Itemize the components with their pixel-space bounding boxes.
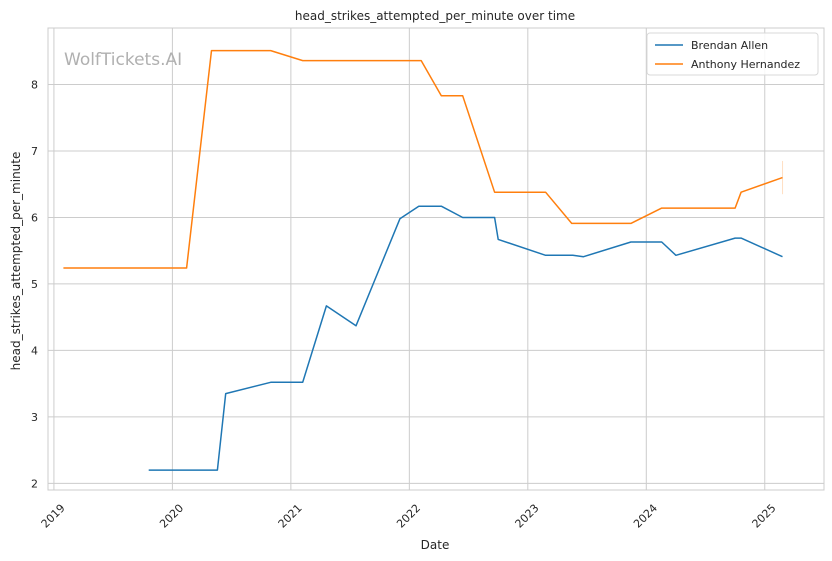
y-tick-label: 5 — [31, 278, 38, 291]
y-tick-label: 7 — [31, 145, 38, 158]
series-line-anthony-hernandez — [63, 49, 783, 269]
x-axis-label: Date — [421, 538, 450, 552]
y-axis-ticks: 2 3 4 5 6 7 8 — [31, 79, 38, 491]
watermark-text: WolfTickets.AI — [64, 50, 182, 70]
legend: Brendan Allen Anthony Hernandez — [646, 32, 819, 76]
y-tick-label: 2 — [31, 477, 38, 490]
y-tick-label: 6 — [31, 211, 38, 224]
y-tick-label: 3 — [31, 411, 38, 424]
legend-label-anthony-hernandez: Anthony Hernandez — [691, 58, 800, 71]
series-layer — [63, 49, 784, 471]
plot-frame — [47, 27, 825, 491]
legend-box — [646, 32, 819, 76]
legend-label-brendan-allen: Brendan Allen — [691, 39, 768, 52]
y-tick-label: 8 — [31, 79, 38, 92]
grid — [48, 28, 824, 490]
chart-title: head_strikes_attempted_per_minute over t… — [295, 9, 575, 23]
y-axis-label: head_strikes_attempted_per_minute — [9, 152, 23, 371]
y-tick-label: 4 — [31, 344, 38, 357]
series-line-brendan-allen — [148, 205, 783, 471]
